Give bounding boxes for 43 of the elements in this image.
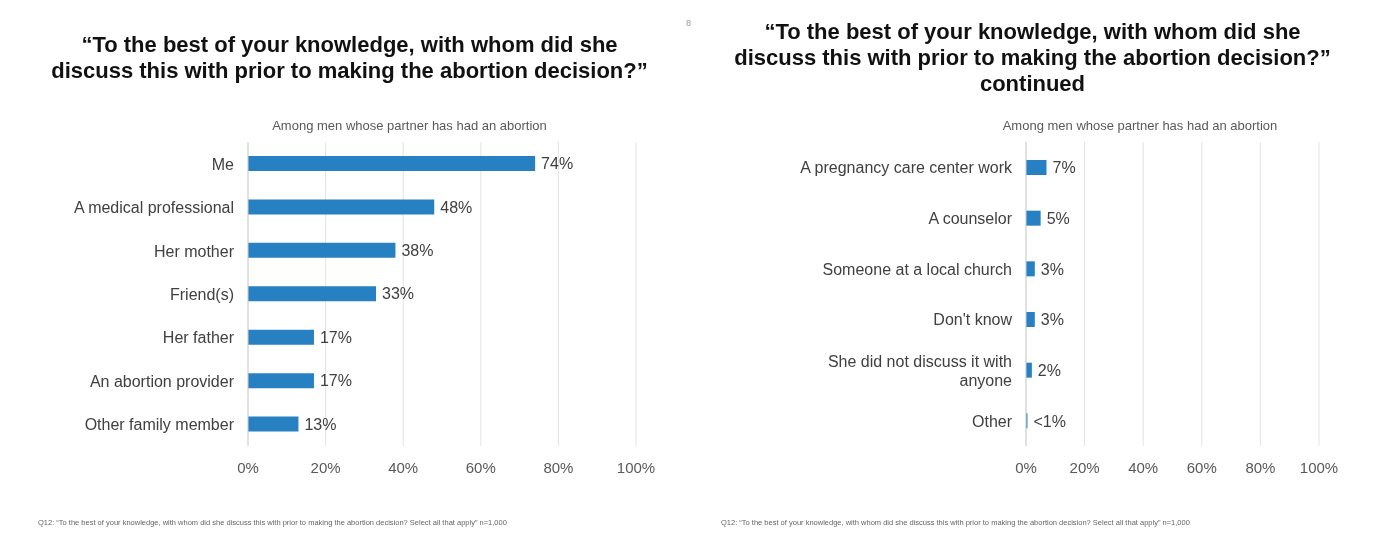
- y-tick-label: Don't know: [933, 310, 1013, 328]
- data-label: <1%: [1033, 412, 1066, 430]
- data-label: 3%: [1040, 260, 1064, 278]
- x-tick-label: 0%: [1015, 458, 1037, 476]
- x-tick-label: 80%: [543, 458, 574, 476]
- data-label: 7%: [1052, 159, 1076, 177]
- data-label: 5%: [1046, 209, 1070, 227]
- data-label: 3%: [1040, 311, 1064, 329]
- y-tick-label: Other: [971, 412, 1013, 430]
- x-tick-label: 20%: [310, 458, 341, 476]
- x-tick-label: 40%: [388, 458, 419, 476]
- y-tick-label: A pregnancy care center work: [800, 158, 1013, 176]
- chart-title: “To the best of your knowledge, with whom did she discuss this with prior to making the abortion decision?”: [50, 32, 649, 84]
- data-label: 48%: [440, 198, 473, 216]
- x-tick-label: 100%: [616, 458, 656, 476]
- y-tick-label: Me: [211, 155, 235, 173]
- chart-subtitle: Among men whose partner has had an abortion: [1001, 118, 1279, 135]
- y-tick-label: Friend(s): [169, 285, 234, 303]
- text: 8: [685, 18, 691, 28]
- x-tick-label: 60%: [1186, 458, 1217, 476]
- chart-title: “To the best of your knowledge, with whom did she discuss this with prior to making the abortion decision?” continued: [733, 19, 1332, 97]
- y-tick-label: Her father: [162, 328, 235, 346]
- x-tick-label: 40%: [1128, 458, 1159, 476]
- y-tick-label: Other family member: [84, 415, 235, 433]
- data-label: 13%: [304, 415, 337, 433]
- data-label: 17%: [319, 372, 352, 390]
- data-label: 17%: [319, 328, 352, 346]
- y-tick-label: An abortion provider: [89, 372, 235, 390]
- y-tick-label: A medical professional: [73, 198, 234, 216]
- chart-subtitle: Among men whose partner has had an abortion: [271, 118, 548, 135]
- data-label: 38%: [401, 242, 434, 260]
- y-tick-label: A counselor: [928, 209, 1013, 227]
- x-tick-label: 100%: [1299, 458, 1339, 476]
- y-tick-label: She did not discuss it with anyone: [827, 352, 1013, 388]
- data-label: 74%: [541, 155, 574, 173]
- x-tick-label: 0%: [237, 458, 259, 476]
- y-tick-label: Her mother: [153, 242, 235, 260]
- x-tick-label: 20%: [1069, 458, 1100, 476]
- data-label: 2%: [1037, 361, 1061, 379]
- data-label: 33%: [382, 285, 415, 303]
- x-tick-label: 80%: [1245, 458, 1276, 476]
- y-tick-label: Someone at a local church: [822, 260, 1012, 278]
- x-tick-label: 60%: [465, 458, 496, 476]
